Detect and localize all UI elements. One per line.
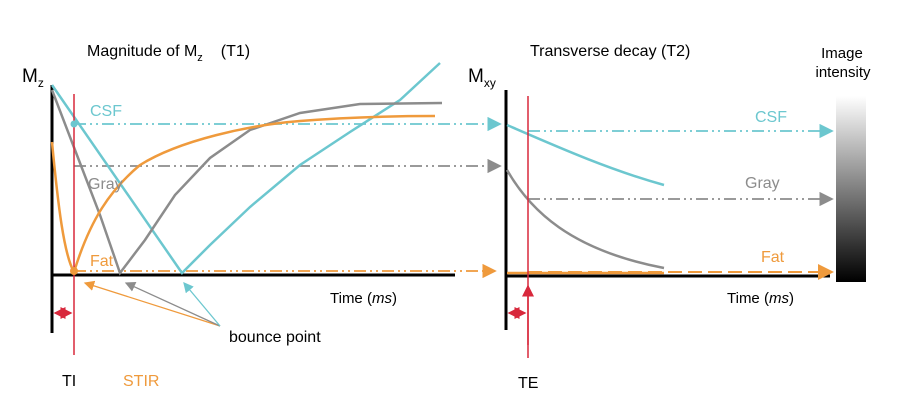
intensity-gradient-bar [836,96,866,282]
t1-panel: Magnitude of Mz (T1) Mz Time (ms) CSF Gra… [22,43,502,390]
bounce-point-annotation: bounce point [229,329,321,346]
te-label: TE [518,375,538,392]
t1-y-axis-label: Mz [22,66,44,90]
csf-ti-point [70,120,78,128]
gray-decay-curve [505,169,665,270]
t1-fat-label: Fat [90,253,114,270]
t2-x-axis-label: Time (ms) [727,290,794,307]
t1-title: Magnitude of Mz (T1) [87,43,250,64]
t2-title: Transverse decay (T2) [530,43,690,60]
stir-label: STIR [123,373,159,390]
intensity-label-line1: Image [821,45,863,62]
t2-csf-label: CSF [755,109,787,126]
bounce-pointer-fat [83,280,221,327]
bounce-pointer-csf [183,282,221,327]
t1-csf-label: CSF [90,103,122,120]
bounce-pointer-gray [124,282,221,327]
intensity-label-line2: intensity [815,64,871,81]
t1-x-axis-label: Time (ms) [330,290,397,307]
t2-gray-label: Gray [745,175,780,192]
t2-y-axis-label: Mxy [468,66,496,90]
t2-fat-label: Fat [761,249,785,266]
intensity-scale: Image intensity [815,45,871,282]
fat-recovery-curve [50,114,436,276]
fat-ti-point [70,267,78,275]
csf-decay-curve [506,123,665,187]
gray-recovery-curve [50,89,443,276]
t2-panel: Transverse decay (T2) Mxy Time (ms) CSF … [468,43,834,392]
t1-gray-label: Gray [88,176,123,193]
csf-recovery-curve [50,62,441,275]
ti-label: TI [62,373,76,390]
